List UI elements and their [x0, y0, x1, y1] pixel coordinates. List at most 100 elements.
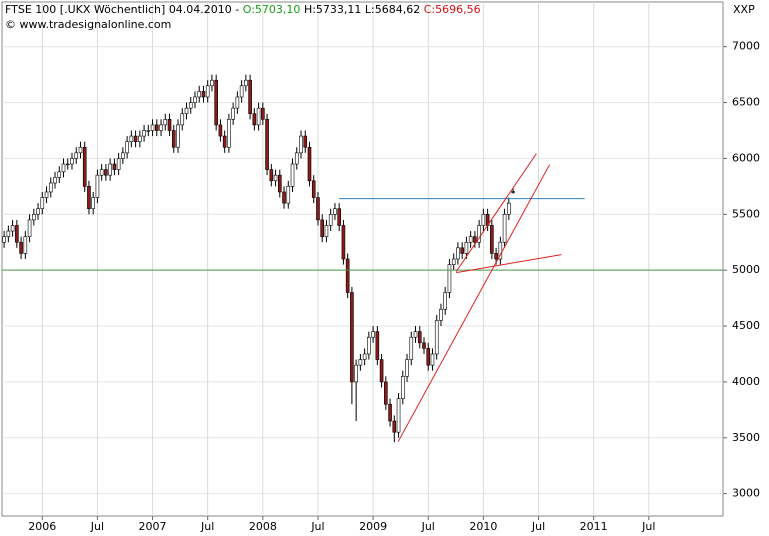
candle-body	[456, 247, 460, 260]
candle-body	[248, 79, 252, 115]
candle-body	[460, 247, 464, 254]
y-tick-label: 5000	[732, 263, 760, 276]
candle-body	[205, 85, 210, 98]
candle-body	[375, 331, 380, 360]
candle-body	[210, 79, 214, 87]
candle-body	[273, 174, 278, 182]
candles	[2, 74, 515, 443]
symbol: XXP	[733, 3, 755, 16]
candle-body	[108, 163, 112, 176]
candle-body	[477, 225, 481, 243]
candle-body	[104, 169, 108, 176]
candle-body	[112, 163, 117, 170]
candle-body	[167, 119, 172, 131]
candle-body	[324, 225, 329, 237]
candle-body	[417, 331, 422, 344]
candle-body	[15, 225, 19, 243]
x-tick-label: 2006	[28, 520, 56, 533]
candle-body	[316, 197, 320, 221]
candle-body	[511, 191, 515, 193]
y-tick-label: 3500	[732, 431, 760, 444]
candle-body	[121, 152, 125, 159]
candle-body	[294, 152, 299, 165]
header-close: C:5696,56	[424, 3, 481, 16]
candle-body	[409, 336, 414, 360]
candle-body	[290, 163, 295, 187]
candle-body	[379, 359, 384, 383]
candle-body	[490, 225, 494, 254]
candle-body	[193, 96, 197, 103]
candle-body	[468, 236, 473, 243]
y-tick-label: 7000	[732, 40, 760, 53]
candle-body	[44, 191, 49, 198]
candle-body	[57, 171, 62, 178]
candle-body	[222, 135, 227, 148]
y-tick-label: 6000	[732, 151, 760, 164]
candle-body	[188, 102, 193, 109]
candle-body	[362, 353, 367, 360]
candle-body	[150, 124, 155, 131]
x-tick-label: Jul	[531, 520, 545, 533]
y-tick-label: 6500	[732, 96, 760, 109]
candle-body	[320, 219, 325, 237]
x-tick-label: 2011	[580, 520, 608, 533]
candle-body	[239, 85, 244, 98]
candle-body	[163, 119, 168, 126]
candle-body	[337, 208, 341, 226]
candle-body	[507, 202, 511, 215]
candle-body	[277, 174, 282, 193]
candle-body	[299, 135, 303, 154]
candle-body	[146, 130, 151, 132]
candle-body	[201, 91, 206, 98]
candle-body	[36, 208, 40, 215]
trendline	[456, 254, 562, 274]
candle-body	[473, 236, 477, 243]
candle-body	[10, 225, 15, 232]
header-open: O:5703,10	[243, 3, 301, 16]
candle-body	[19, 241, 23, 254]
candle-body	[354, 364, 358, 383]
candle-body	[307, 146, 312, 182]
candle-body	[125, 141, 129, 154]
candle-body	[142, 130, 146, 137]
candle-body	[40, 197, 45, 210]
candle-body	[443, 292, 448, 310]
candle-body	[345, 258, 350, 293]
candle-body	[82, 146, 87, 187]
candle-body	[265, 119, 269, 170]
candle-body	[396, 398, 401, 433]
candle-body	[261, 107, 265, 120]
x-tick-label: Jul	[641, 520, 655, 533]
candle-body	[91, 197, 95, 210]
candle-body	[451, 258, 456, 265]
candle-body	[371, 331, 375, 338]
candle-body	[27, 219, 32, 237]
header-high: H:5733,11	[304, 3, 361, 16]
candle-body	[422, 342, 426, 349]
candle-body	[78, 146, 83, 154]
candle-body	[481, 214, 486, 226]
candle-body	[235, 96, 240, 109]
candle-body	[358, 359, 363, 366]
x-tick-label: Jul	[421, 520, 435, 533]
candle-body	[269, 169, 274, 182]
candle-body	[252, 113, 257, 126]
candle-body	[227, 119, 231, 148]
candle-body	[48, 182, 53, 193]
candle-body	[231, 107, 235, 120]
candle-body	[430, 353, 435, 366]
candle-body	[494, 253, 498, 260]
candle-body	[286, 186, 291, 204]
y-tick-label: 4500	[732, 319, 760, 332]
candle-body	[171, 130, 176, 148]
candle-body	[129, 135, 134, 142]
candle-body	[256, 107, 261, 126]
candle-body	[502, 214, 507, 243]
candle-body	[6, 230, 11, 237]
y-tick-label: 5500	[732, 207, 760, 220]
candle-body	[23, 236, 28, 254]
candle-body	[303, 135, 308, 148]
candle-body	[350, 292, 354, 383]
candle-body	[388, 403, 392, 422]
